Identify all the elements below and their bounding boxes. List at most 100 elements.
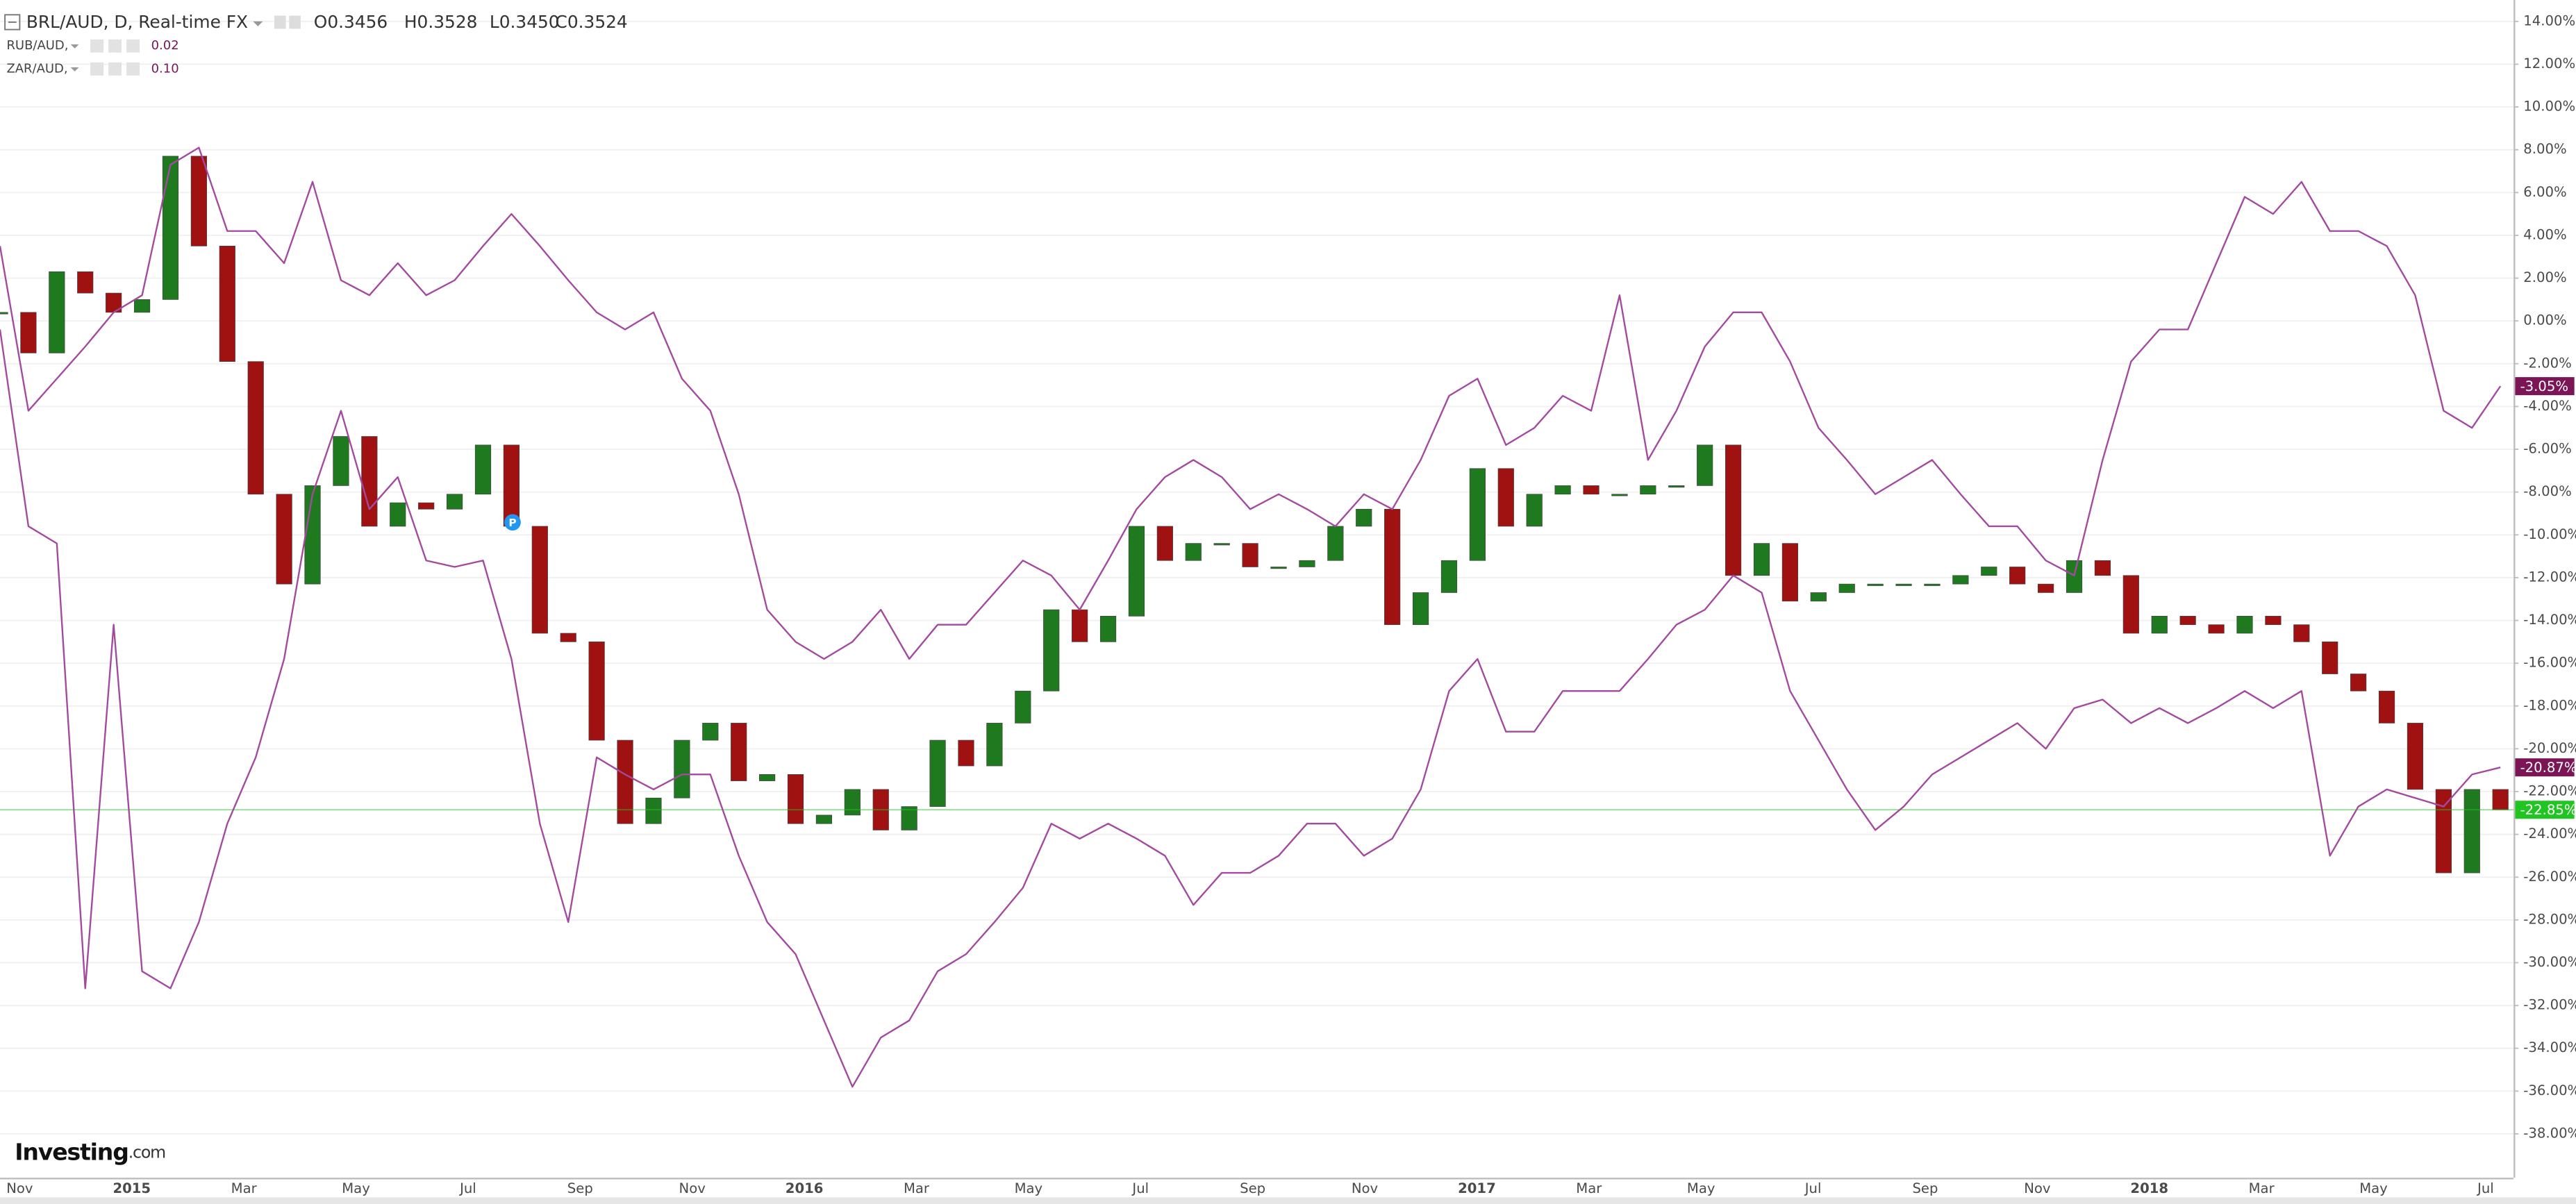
candle bbox=[1015, 690, 1031, 724]
event-marker-label: P bbox=[508, 517, 516, 529]
y-tick-label: -6.00% bbox=[2523, 441, 2571, 457]
candle bbox=[2378, 690, 2395, 724]
candle bbox=[2179, 616, 2196, 626]
x-tick-label: Mar bbox=[231, 1180, 258, 1196]
last-value-tag bbox=[2515, 377, 2575, 396]
y-tick-label: -4.00% bbox=[2523, 398, 2571, 414]
legend-icon[interactable] bbox=[90, 39, 104, 53]
candle bbox=[133, 299, 151, 313]
candle bbox=[1072, 609, 1088, 642]
x-tick-label: Nov bbox=[1352, 1180, 1379, 1196]
collapse-icon[interactable] bbox=[4, 14, 21, 31]
x-tick-label: Jul bbox=[2476, 1180, 2494, 1196]
candle bbox=[2094, 560, 2111, 576]
event-marker[interactable] bbox=[504, 514, 521, 531]
x-tick-label: Mar bbox=[2249, 1180, 2275, 1196]
candle bbox=[2236, 616, 2253, 634]
candle bbox=[1213, 543, 1230, 546]
candle bbox=[1640, 485, 1656, 495]
legend-icon[interactable] bbox=[90, 62, 104, 76]
candle bbox=[1668, 485, 1685, 488]
y-tick-label: -28.00% bbox=[2523, 911, 2576, 927]
candle bbox=[2492, 789, 2509, 810]
candle bbox=[929, 739, 946, 807]
legend-icon[interactable] bbox=[108, 62, 122, 76]
candle bbox=[1270, 567, 1287, 569]
legend-icon[interactable] bbox=[108, 39, 122, 53]
candle bbox=[2038, 583, 2054, 593]
candle bbox=[1384, 508, 1401, 626]
candle bbox=[1838, 583, 1855, 593]
candle bbox=[276, 494, 292, 585]
legend-icon[interactable] bbox=[126, 39, 140, 53]
scrollbar[interactable] bbox=[0, 1197, 2576, 1204]
hide-icon[interactable] bbox=[289, 15, 301, 29]
ohlc-close: C0.3524 bbox=[556, 12, 628, 32]
candle bbox=[1299, 560, 1315, 567]
candle bbox=[617, 739, 633, 824]
x-tick-label: 2018 bbox=[2130, 1180, 2168, 1196]
candle bbox=[1356, 508, 1372, 527]
legend-dropdown bbox=[70, 44, 79, 49]
candle bbox=[588, 641, 605, 741]
candle bbox=[418, 502, 435, 510]
candle bbox=[758, 774, 776, 781]
legend-icon[interactable] bbox=[126, 62, 140, 76]
y-tick-label: -10.00% bbox=[2523, 526, 2576, 542]
candle bbox=[1242, 543, 1258, 567]
x-tick-label: May bbox=[1687, 1180, 1715, 1196]
y-tick-label: -20.00% bbox=[2523, 740, 2576, 756]
legend-price: 0.10 bbox=[151, 61, 179, 76]
x-tick-label: Mar bbox=[1576, 1180, 1602, 1196]
y-tick-label: -30.00% bbox=[2523, 954, 2576, 970]
candle bbox=[2407, 723, 2424, 790]
candle bbox=[2463, 789, 2480, 873]
candle bbox=[645, 797, 662, 824]
candle bbox=[304, 485, 321, 585]
y-tick-label: -26.00% bbox=[2523, 869, 2576, 885]
last-price-label: -22.85% bbox=[2520, 802, 2576, 818]
candle bbox=[815, 814, 833, 824]
candle bbox=[1697, 444, 1713, 486]
y-tick-label: -22.00% bbox=[2523, 783, 2576, 799]
candle bbox=[2151, 616, 2168, 634]
candle bbox=[1156, 526, 1173, 561]
dropdown-arrow[interactable] bbox=[253, 21, 263, 26]
x-tick-label: Sep bbox=[1912, 1180, 1938, 1196]
x-tick-label: Sep bbox=[567, 1180, 593, 1196]
legend-name: RUB/AUD, bbox=[6, 38, 68, 53]
y-tick-label: -34.00% bbox=[2523, 1039, 2576, 1055]
candle bbox=[77, 271, 94, 294]
candle bbox=[986, 723, 1003, 767]
x-tick-label: Jul bbox=[1804, 1180, 1822, 1196]
candle bbox=[1924, 583, 1941, 586]
candle bbox=[333, 436, 349, 486]
candle bbox=[474, 444, 492, 495]
y-tick-label: -2.00% bbox=[2523, 355, 2571, 371]
candle bbox=[1554, 485, 1571, 495]
candle bbox=[1867, 583, 1884, 586]
candle bbox=[1895, 583, 1912, 586]
candle bbox=[1440, 560, 1458, 593]
y-tick-label: 12.00% bbox=[2523, 56, 2575, 72]
candle bbox=[2208, 624, 2225, 634]
candle bbox=[844, 789, 861, 816]
y-tick-label: -32.00% bbox=[2523, 997, 2576, 1013]
y-tick-label: -38.00% bbox=[2523, 1125, 2576, 1141]
x-tick-label: May bbox=[2359, 1180, 2388, 1196]
candle bbox=[1497, 468, 1514, 527]
candle bbox=[2350, 674, 2367, 692]
candle bbox=[674, 739, 690, 799]
legend: RUB/AUD, 0.02 ZAR/AUD, 0.10 bbox=[6, 38, 178, 76]
settings-icon[interactable] bbox=[274, 15, 286, 29]
series-line bbox=[0, 147, 2502, 660]
candle bbox=[2009, 567, 2026, 585]
candle bbox=[390, 502, 406, 527]
candle bbox=[1952, 575, 1969, 585]
candle bbox=[702, 723, 719, 741]
candle bbox=[2122, 575, 2139, 634]
y-tick-label: 0.00% bbox=[2523, 312, 2566, 328]
